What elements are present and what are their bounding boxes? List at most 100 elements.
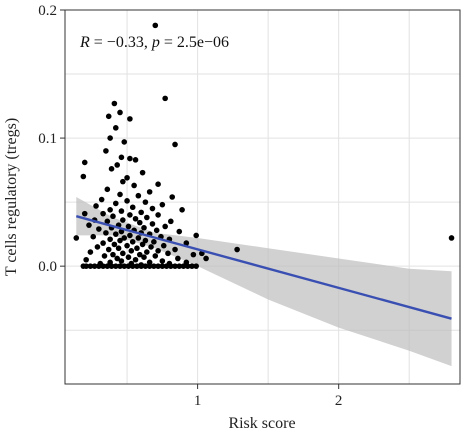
data-point (175, 255, 181, 262)
data-point (146, 259, 153, 266)
data-point (105, 246, 112, 253)
data-point (136, 251, 143, 258)
data-point (159, 263, 166, 269)
data-point (151, 263, 157, 269)
data-point (81, 210, 88, 217)
data-point (146, 189, 153, 195)
fit-line (75, 215, 452, 320)
data-point (153, 227, 160, 234)
data-point (112, 231, 119, 237)
data-point (112, 200, 119, 207)
data-point (155, 247, 161, 254)
data-point (142, 199, 149, 205)
data-point (87, 249, 94, 255)
data-point (176, 263, 183, 269)
data-point (117, 237, 123, 244)
data-point (172, 263, 178, 269)
data-point (190, 251, 197, 258)
data-point (112, 263, 119, 269)
data-point (159, 258, 166, 264)
data-point (121, 139, 128, 145)
y-tick-label: 0.2 (38, 3, 57, 19)
data-point (120, 217, 126, 223)
x-tick-label: 2 (335, 393, 343, 409)
data-point (127, 155, 133, 162)
data-point (129, 263, 136, 269)
data-point (114, 255, 120, 262)
data-point (83, 263, 89, 269)
data-point (203, 255, 209, 262)
data-point (118, 208, 125, 214)
x-axis-title: Risk score (228, 415, 295, 432)
x-tick-label: 1 (194, 393, 202, 409)
data-point (163, 263, 170, 269)
data-point (111, 241, 118, 248)
data-point (139, 169, 146, 176)
data-point (165, 250, 171, 257)
data-point (155, 212, 161, 218)
data-point (131, 182, 137, 189)
data-point (139, 241, 146, 248)
data-point (112, 125, 119, 131)
data-point (120, 250, 126, 257)
data-point (125, 254, 132, 260)
y-axis-title: T cells regulatory (tregs) (3, 118, 20, 276)
data-point (180, 263, 187, 269)
data-point (94, 244, 101, 250)
data-point (144, 214, 150, 221)
data-point (142, 263, 149, 269)
data-point (162, 95, 168, 102)
r-value: = −0.33, (90, 34, 152, 51)
data-point (125, 223, 132, 230)
data-point (105, 113, 112, 120)
data-point (107, 236, 113, 243)
data-point (103, 148, 109, 154)
data-point (108, 263, 115, 269)
data-point (124, 174, 130, 181)
data-point (111, 100, 118, 107)
data-point (114, 162, 120, 168)
data-point (118, 228, 125, 235)
data-point (135, 235, 142, 241)
data-point (132, 215, 139, 222)
data-point (127, 212, 133, 218)
data-point (124, 198, 130, 204)
data-point (121, 263, 128, 269)
data-point (169, 194, 176, 200)
data-point (168, 263, 174, 269)
data-point (159, 201, 166, 208)
data-point (117, 263, 123, 269)
data-point (80, 173, 87, 180)
data-point (141, 254, 147, 260)
data-point (148, 244, 154, 250)
data-point (132, 157, 139, 163)
data-point (152, 253, 159, 259)
data-point (100, 210, 106, 217)
plot-frame (64, 9, 461, 385)
data-point (155, 263, 161, 269)
data-point (107, 207, 113, 213)
data-point (110, 213, 116, 220)
data-point (172, 141, 178, 148)
data-point (134, 245, 140, 252)
axis-ticks: 1 2 0.0 0.1 0.2 (38, 3, 342, 409)
data-point (91, 263, 98, 269)
data-point (104, 263, 111, 269)
data-point (176, 228, 183, 235)
data-point (168, 218, 174, 225)
data-point (127, 232, 133, 239)
regression-line (75, 215, 452, 320)
data-point (87, 263, 94, 269)
data-point (101, 253, 108, 259)
p-value: = 2.5e−06 (160, 34, 229, 51)
data-point (110, 251, 116, 258)
data-point (96, 226, 102, 232)
data-point (103, 230, 109, 236)
data-point (117, 109, 123, 116)
data-point (129, 204, 136, 211)
data-point (104, 218, 111, 225)
data-point (184, 263, 191, 269)
data-point (124, 242, 130, 249)
data-point (104, 186, 111, 193)
